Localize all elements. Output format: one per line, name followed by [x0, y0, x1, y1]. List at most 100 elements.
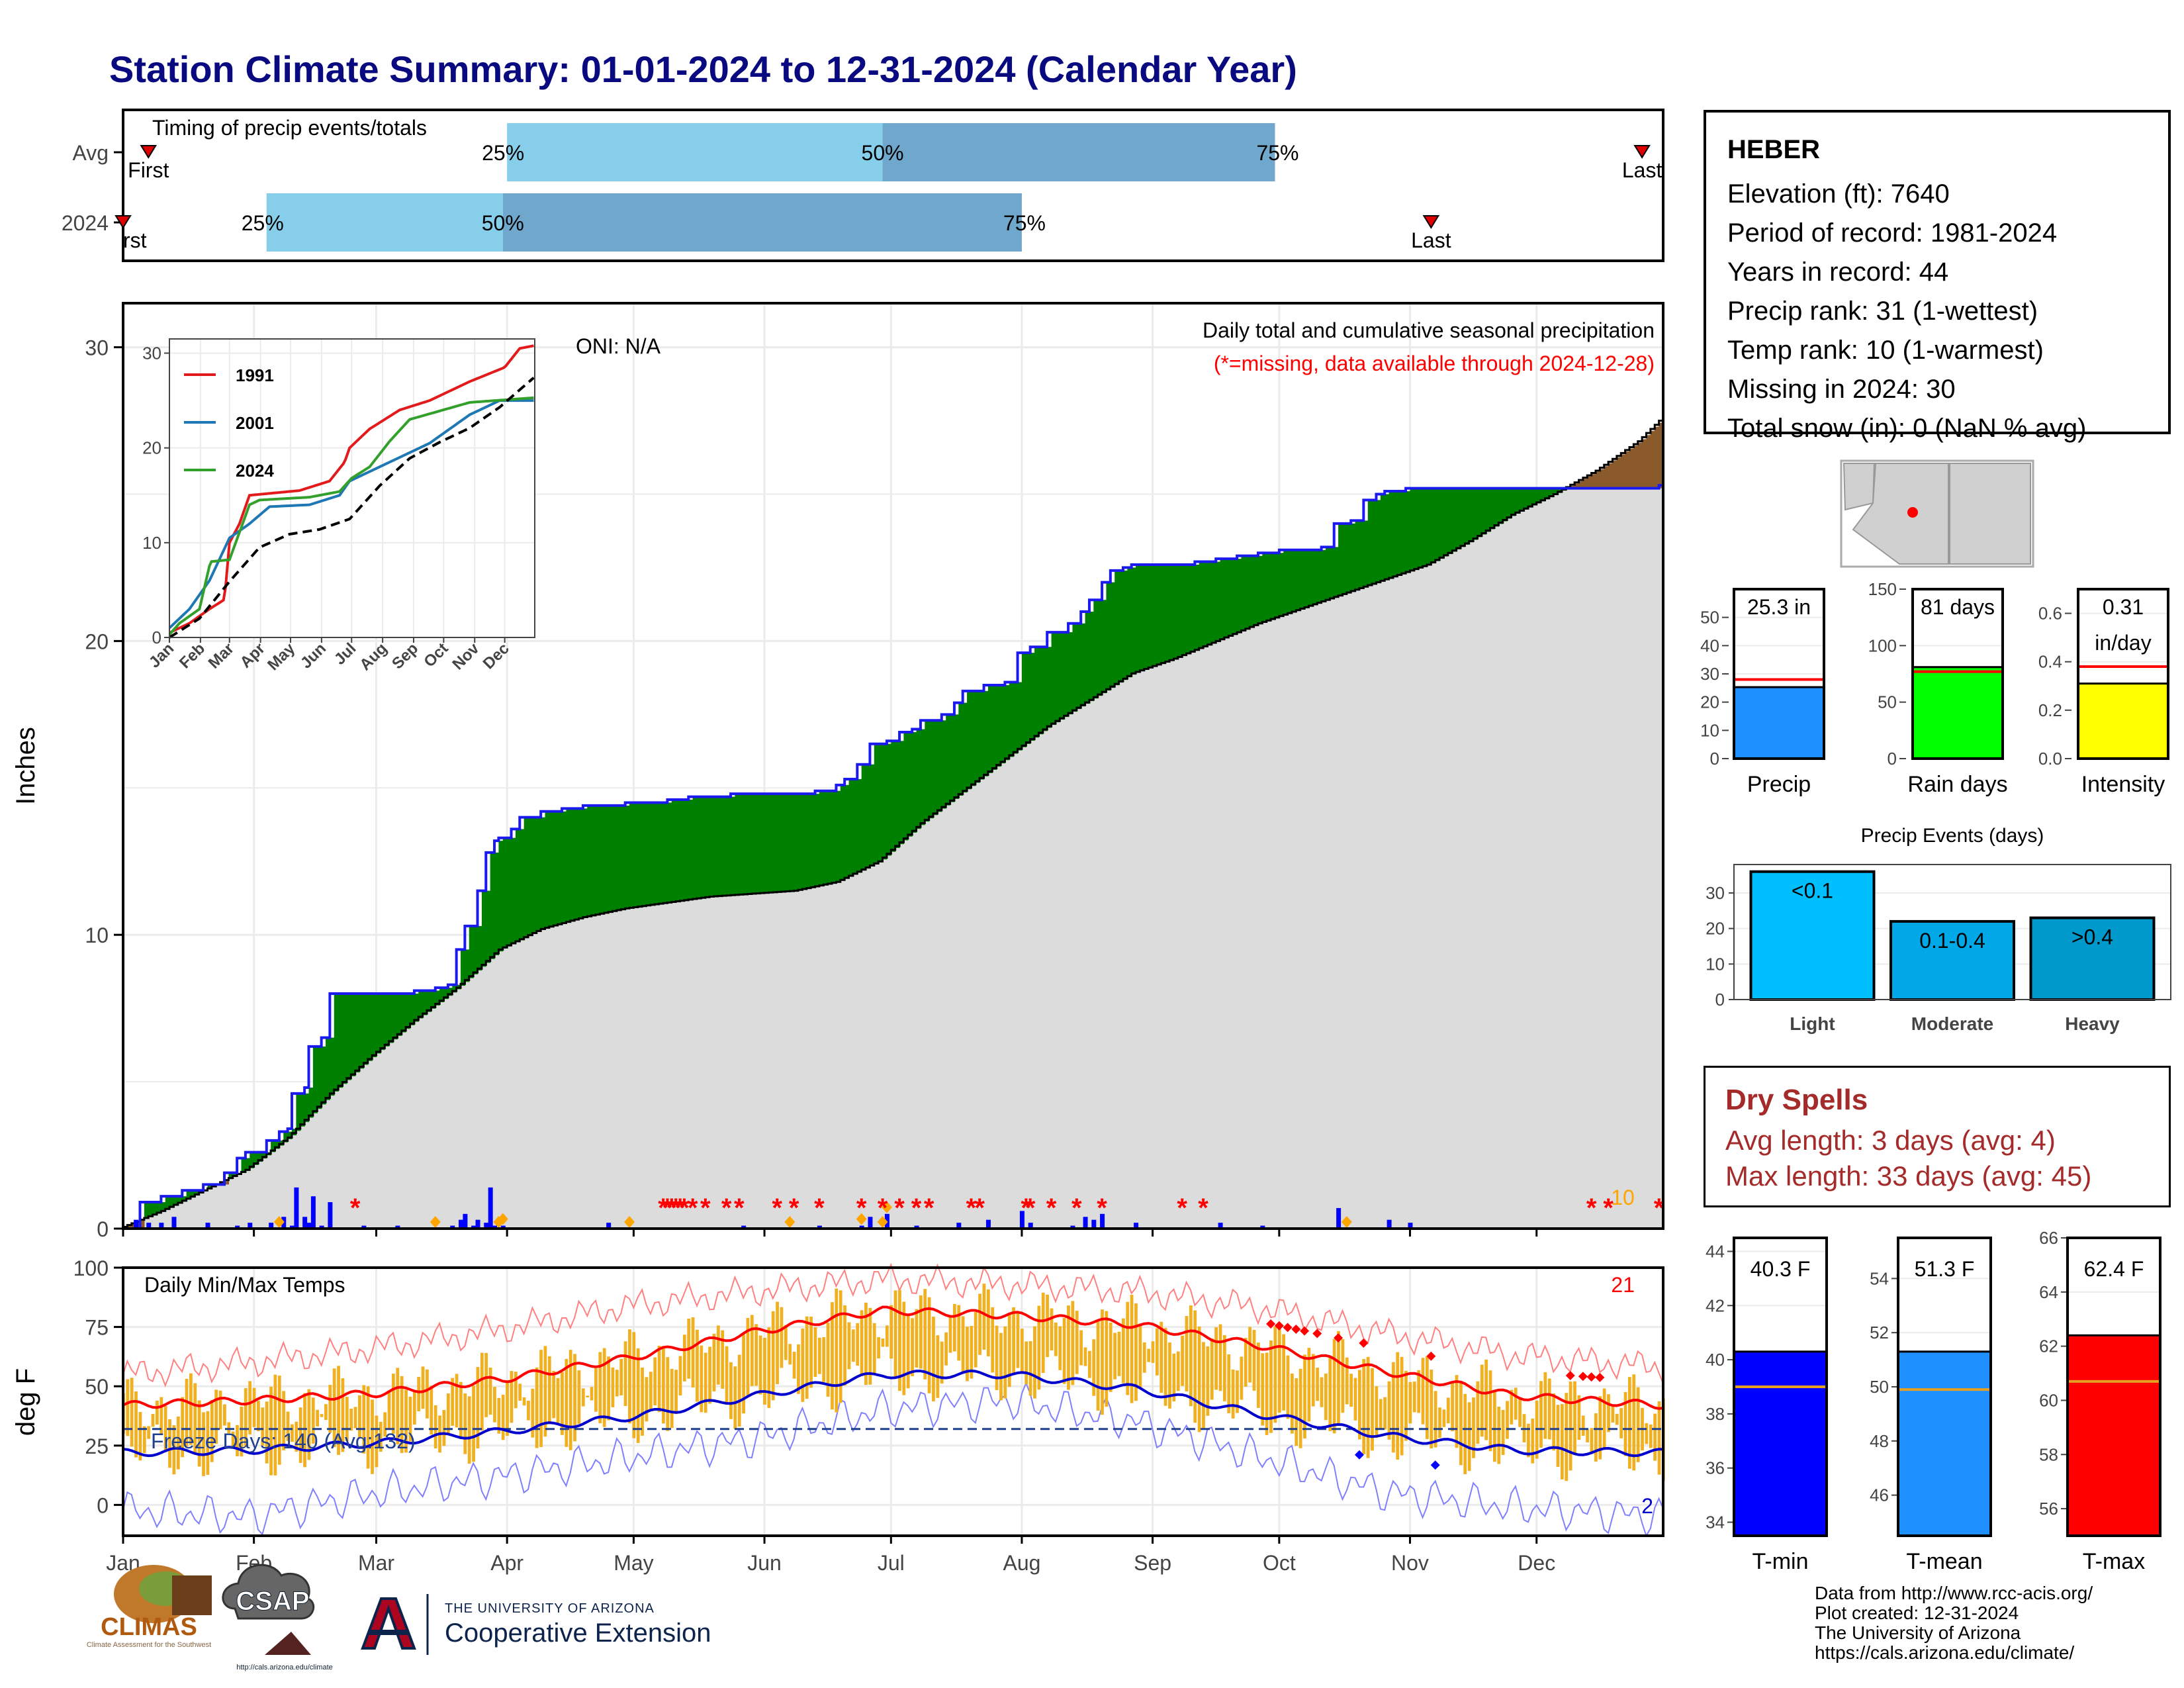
daily-temp-bar	[514, 1372, 518, 1409]
precip-chart-title: Daily total and cumulative seasonal prec…	[1203, 318, 1655, 342]
timing-q25-label: 25%	[482, 141, 524, 165]
summary-bar-value-label: in/day	[2095, 631, 2151, 655]
first-event-label: First	[128, 158, 169, 182]
daily-temp-bar	[961, 1316, 965, 1374]
missing-day-marker: *	[974, 1194, 985, 1223]
daily-temp-bar	[952, 1303, 956, 1352]
above-average-fill	[245, 1158, 250, 1171]
daily-temp-bar	[1433, 1391, 1437, 1448]
daily-precip-bar	[302, 1217, 308, 1229]
daily-temp-bar	[396, 1368, 400, 1444]
daily-precip-bar	[361, 1225, 367, 1229]
daily-temp-bar	[1307, 1348, 1311, 1422]
above-average-fill	[439, 988, 445, 1003]
daily-temp-bar	[189, 1373, 193, 1445]
precip-chart-subtitle: (*=missing, data available through 2024-…	[1214, 352, 1655, 375]
above-average-fill	[498, 841, 504, 952]
daily-temp-bar	[1096, 1321, 1100, 1411]
daily-temp-bar	[607, 1356, 610, 1421]
daily-temp-bar	[1007, 1313, 1011, 1387]
daily-temp-bar	[733, 1366, 737, 1429]
below-average-fill	[1616, 457, 1621, 489]
daily-temp-bar	[776, 1301, 779, 1385]
daily-temp-bar	[455, 1374, 459, 1428]
above-average-fill	[1156, 564, 1161, 665]
daily-temp-bar	[412, 1391, 416, 1425]
daily-temp-bar	[1383, 1397, 1387, 1430]
daily-precip-bar	[269, 1223, 274, 1229]
events-ytick-label: 0	[1715, 990, 1725, 1009]
above-average-fill	[1477, 488, 1482, 538]
daily-temp-bar	[700, 1345, 704, 1413]
daily-temp-bar	[872, 1323, 876, 1374]
daily-temp-bar	[986, 1289, 990, 1356]
above-average-fill	[502, 837, 508, 949]
daily-temp-bar	[1514, 1387, 1518, 1420]
above-average-fill	[616, 805, 621, 911]
above-average-fill	[637, 802, 643, 908]
events-bar-2	[2029, 916, 2156, 1002]
daily-temp-bar	[1079, 1330, 1083, 1366]
above-average-fill	[1481, 488, 1486, 535]
above-average-fill	[545, 811, 550, 929]
daily-temp-bar	[602, 1348, 606, 1427]
above-average-fill	[388, 993, 394, 1043]
daily-temp-bar	[332, 1368, 336, 1448]
above-average-fill	[903, 731, 909, 841]
above-average-fill	[1456, 488, 1461, 549]
missing-day-marker: *	[814, 1194, 825, 1223]
above-average-fill	[380, 993, 385, 1051]
precip-ytick-label: 10	[85, 923, 109, 947]
temp-summary-value-label: 51.3 F	[1915, 1257, 1975, 1281]
summary-bar-ytick-label: 0.6	[2038, 604, 2062, 624]
above-average-fill	[1262, 553, 1267, 623]
above-average-fill	[262, 1152, 267, 1159]
temp-panel-frame	[122, 1266, 1664, 1537]
record-max-line	[122, 1262, 1664, 1387]
footer-line: Plot created: 12-31-2024	[1815, 1603, 2019, 1623]
daily-temp-bar	[320, 1414, 324, 1417]
above-average-fill	[152, 1202, 158, 1216]
daily-precip-bar	[450, 1225, 455, 1229]
summary-bar-value-label: 81 days	[1921, 595, 1995, 619]
daily-temp-bar	[547, 1356, 551, 1425]
daily-temp-bar	[1117, 1331, 1121, 1376]
timing-q25-label: 25%	[242, 211, 284, 235]
daily-precip-bar	[290, 1225, 295, 1229]
daily-temp-bar	[1295, 1378, 1298, 1446]
daily-temp-bar	[982, 1284, 986, 1350]
above-average-fill	[452, 984, 457, 993]
temp-summary-frame	[1733, 1237, 1828, 1537]
daily-temp-bar	[919, 1295, 923, 1369]
missing-day-marker: *	[662, 1194, 673, 1223]
daily-temp-bar	[1653, 1413, 1657, 1461]
daily-temp-bar	[1328, 1357, 1332, 1432]
daily-temp-bar	[1438, 1407, 1441, 1438]
daily-precip-bar	[134, 1219, 139, 1229]
above-average-fill	[1127, 567, 1132, 678]
above-average-fill	[832, 790, 837, 884]
daily-temp-bar	[316, 1409, 320, 1427]
above-average-fill	[633, 802, 639, 908]
above-average-fill	[494, 852, 500, 956]
above-average-fill	[1173, 564, 1179, 660]
daily-temp-bar	[598, 1352, 602, 1424]
above-average-fill	[578, 808, 584, 919]
daily-temp-bar	[1286, 1355, 1290, 1419]
above-average-fill	[642, 802, 647, 907]
above-average-fill	[1443, 488, 1449, 557]
above-average-fill	[541, 817, 546, 930]
summary-bar-frame	[1733, 588, 1825, 760]
above-average-fill	[1557, 488, 1563, 493]
daily-temp-bar	[725, 1346, 729, 1403]
daily-temp-bar	[168, 1419, 171, 1468]
events-category-label: Moderate	[1911, 1013, 1993, 1034]
above-average-fill	[1388, 491, 1394, 579]
station-info-line: Precip rank: 31 (1-wettest)	[1727, 297, 2038, 326]
below-average-fill	[1642, 439, 1647, 489]
daily-temp-bar	[1147, 1348, 1150, 1362]
summary-bar-ytick-label: 0	[1710, 749, 1719, 769]
inset-legend-label: 2001	[236, 413, 274, 433]
daily-temp-bar	[826, 1323, 830, 1397]
daily-temp-bar	[1396, 1352, 1400, 1460]
